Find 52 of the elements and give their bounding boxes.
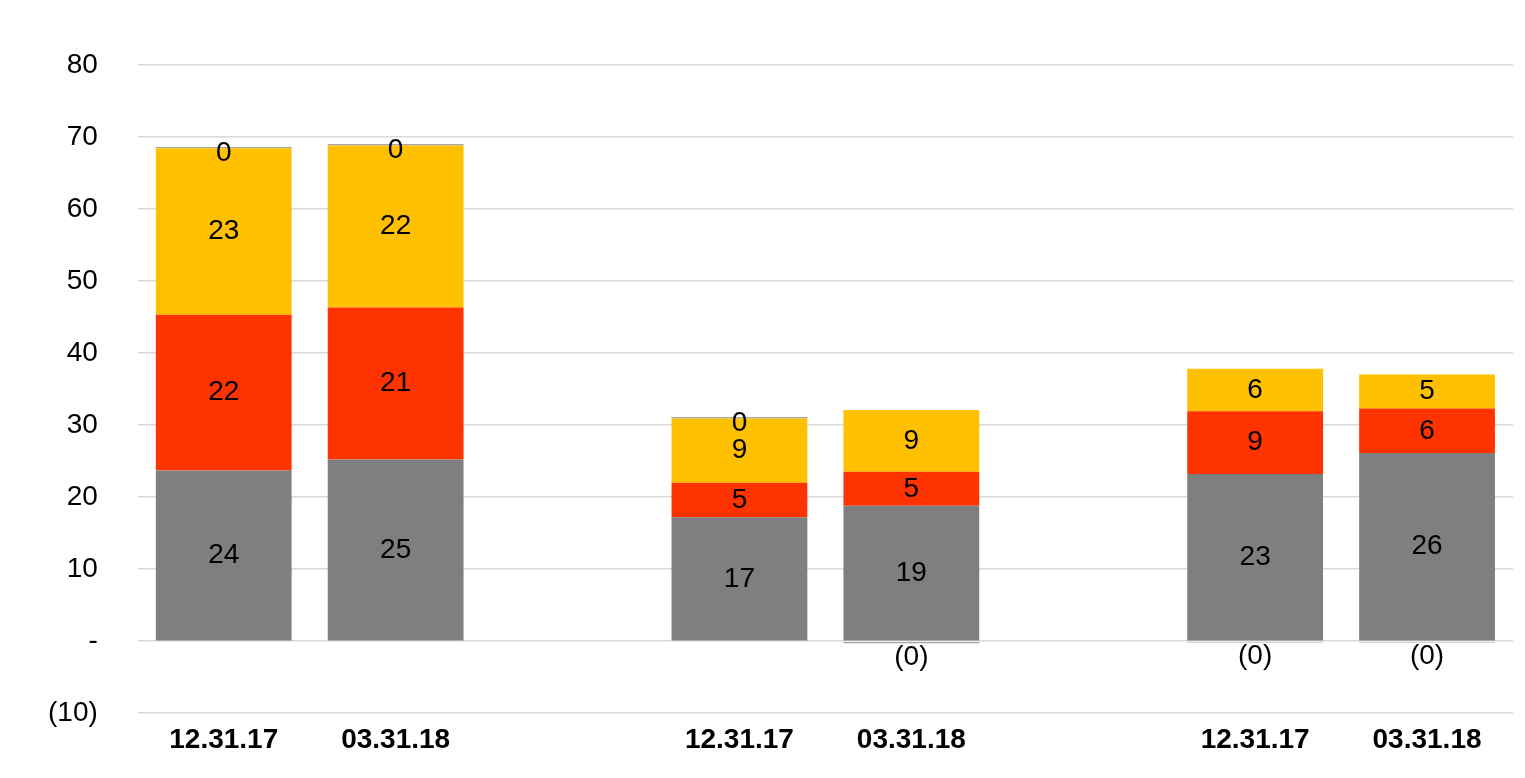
- data-label: 22: [380, 209, 412, 241]
- x-tick-label: 03.31.18: [856, 722, 966, 754]
- data-label: 5: [903, 471, 920, 503]
- bar: [155, 314, 292, 471]
- data-label: (0): [1409, 639, 1445, 671]
- y-tick-label: 70: [66, 119, 98, 151]
- bar: [1359, 374, 1495, 409]
- x-tick-label: 03.31.18: [341, 722, 451, 754]
- data-label: 17: [723, 561, 756, 593]
- x-tick-label: 03.31.18: [1372, 722, 1482, 754]
- bar: [327, 459, 464, 641]
- data-label: 5: [1419, 374, 1435, 406]
- data-label: 5: [731, 482, 748, 514]
- data-label: 9: [731, 433, 748, 465]
- data-label: 24: [208, 538, 240, 570]
- y-tick-label: 40: [66, 335, 98, 367]
- y-tick-label: 50: [66, 263, 98, 295]
- data-label: 23: [1239, 539, 1271, 571]
- bar: [1187, 368, 1324, 412]
- data-label: 9: [903, 423, 920, 455]
- bar: [843, 505, 980, 641]
- data-label: (0): [1238, 639, 1273, 671]
- x-tick-label: 12.31.17: [1200, 722, 1310, 754]
- y-tick-label: 60: [66, 191, 98, 223]
- data-label: 26: [1411, 529, 1443, 561]
- data-label: 6: [1419, 413, 1435, 445]
- bar: [1187, 411, 1324, 475]
- data-label: (0): [894, 640, 929, 672]
- data-label: 22: [208, 375, 240, 407]
- bar: [1187, 474, 1324, 641]
- x-tick-label: 12.31.17: [169, 722, 279, 754]
- y-tick-label: 20: [66, 479, 98, 511]
- data-label: 9: [1247, 425, 1263, 457]
- data-label: 25: [380, 532, 412, 564]
- bar: [1359, 453, 1495, 641]
- bar: [671, 517, 808, 641]
- y-tick-label: (10): [48, 695, 98, 727]
- y-tick-label: 30: [66, 407, 98, 439]
- bar: [155, 470, 292, 641]
- bar: [1359, 408, 1495, 454]
- data-label: 23: [208, 214, 240, 246]
- y-tick-label: -: [88, 623, 98, 655]
- bar: [671, 482, 808, 518]
- y-tick-label: 80: [66, 47, 98, 79]
- y-tick-label: 10: [66, 551, 98, 583]
- bar: [843, 471, 980, 506]
- bar: [843, 409, 980, 472]
- data-label: 19: [895, 555, 927, 587]
- data-label: 21: [380, 366, 412, 398]
- x-tick-label: 12.31.17: [684, 722, 794, 754]
- bar: [327, 307, 464, 460]
- data-label: 6: [1247, 372, 1263, 404]
